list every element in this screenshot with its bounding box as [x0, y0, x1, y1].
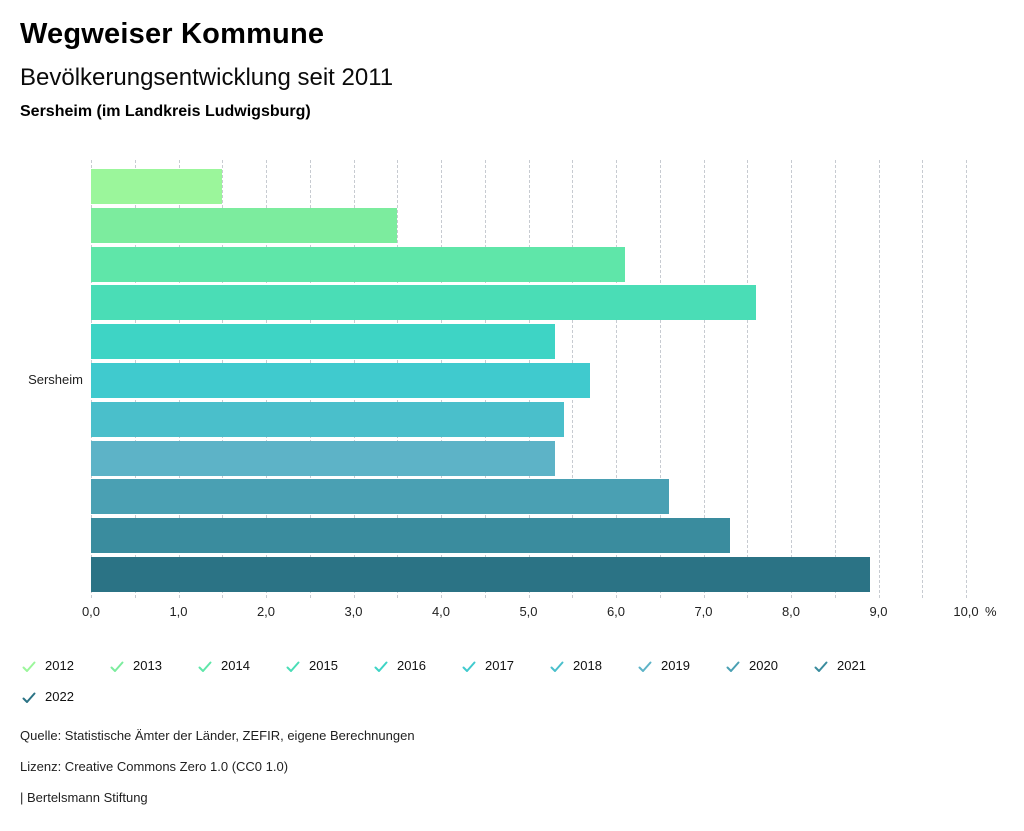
gridline — [791, 160, 792, 598]
check-icon — [286, 660, 300, 672]
chart-title: Bevölkerungsentwicklung seit 2011 — [20, 64, 394, 91]
license-text: Lizenz: Creative Commons Zero 1.0 (CC0 1… — [20, 759, 289, 774]
legend-item-2013[interactable]: 2013 — [110, 657, 162, 674]
legend-year-label: 2021 — [837, 658, 866, 673]
legend-year-label: 2014 — [221, 658, 250, 673]
check-icon — [22, 660, 36, 672]
gridline — [878, 160, 880, 598]
x-tick-label: 6,0 — [606, 604, 626, 619]
x-tick-label: 7,0 — [694, 604, 713, 619]
bar-2014[interactable] — [91, 246, 625, 282]
x-tick-label: 5,0 — [519, 604, 538, 619]
gridline — [659, 160, 661, 598]
bar-2022[interactable] — [91, 557, 870, 592]
bar-2021[interactable] — [91, 518, 730, 554]
plot-area — [91, 160, 967, 598]
check-icon — [814, 660, 828, 672]
bar-2020[interactable] — [91, 479, 669, 515]
legend-item-2021[interactable]: 2021 — [814, 657, 866, 674]
legend-item-2019[interactable]: 2019 — [638, 657, 690, 674]
bar-2013[interactable] — [91, 207, 398, 243]
attribution-text: | Bertelsmann Stiftung — [20, 790, 148, 805]
check-icon — [22, 691, 36, 703]
legend-item-2014[interactable]: 2014 — [198, 657, 250, 674]
x-tick-label: 8,0 — [781, 604, 801, 619]
legend-item-2016[interactable]: 2016 — [374, 657, 426, 674]
x-tick-label: 9,0 — [869, 604, 888, 619]
check-icon — [462, 660, 476, 672]
check-icon — [110, 660, 124, 672]
legend-year-label: 2017 — [485, 658, 514, 673]
chart-location-subtitle: Sersheim (im Landkreis Ludwigsburg) — [20, 103, 311, 120]
legend-year-label: 2013 — [133, 658, 162, 673]
check-icon — [638, 660, 652, 672]
gridline — [966, 160, 967, 598]
legend-year-label: 2015 — [309, 658, 338, 673]
legend-year-label: 2012 — [45, 658, 74, 673]
legend-item-2022[interactable]: 2022 — [22, 688, 74, 705]
gridline — [747, 160, 749, 598]
legend-item-2012[interactable]: 2012 — [22, 657, 74, 674]
check-icon — [374, 660, 388, 672]
gridline — [922, 160, 924, 598]
bar-2016[interactable] — [91, 324, 555, 360]
x-axis-unit: % — [985, 604, 997, 619]
bar-2015[interactable] — [91, 285, 756, 321]
check-icon — [198, 660, 212, 672]
legend-year-label: 2022 — [45, 689, 74, 704]
legend-year-label: 2016 — [397, 658, 426, 673]
gridline — [616, 160, 617, 598]
x-tick-label: 2,0 — [256, 604, 276, 619]
x-tick-label: 4,0 — [431, 604, 451, 619]
x-tick-label: 0,0 — [81, 604, 101, 619]
check-icon — [550, 660, 564, 672]
gridline — [834, 160, 836, 598]
page-title: Wegweiser Kommune — [20, 18, 325, 50]
legend-item-2018[interactable]: 2018 — [550, 657, 602, 674]
check-icon — [726, 660, 740, 672]
bar-2017[interactable] — [91, 363, 590, 398]
legend-year-label: 2019 — [661, 658, 690, 673]
legend-item-2020[interactable]: 2020 — [726, 657, 778, 674]
bar-2018[interactable] — [91, 401, 564, 437]
source-text: Quelle: Statistische Ämter der Länder, Z… — [20, 728, 415, 743]
x-tick-label: 1,0 — [169, 604, 188, 619]
legend-year-label: 2020 — [749, 658, 778, 673]
legend-year-label: 2018 — [573, 658, 602, 673]
x-tick-label: 3,0 — [344, 604, 363, 619]
legend-item-2017[interactable]: 2017 — [462, 657, 514, 674]
gridline — [703, 160, 705, 598]
x-tick-label: 10,0 — [953, 604, 979, 619]
y-axis-label: Sersheim — [28, 372, 83, 387]
legend-item-2015[interactable]: 2015 — [286, 657, 338, 674]
bar-2019[interactable] — [91, 440, 555, 476]
bar-2012[interactable] — [91, 169, 223, 204]
